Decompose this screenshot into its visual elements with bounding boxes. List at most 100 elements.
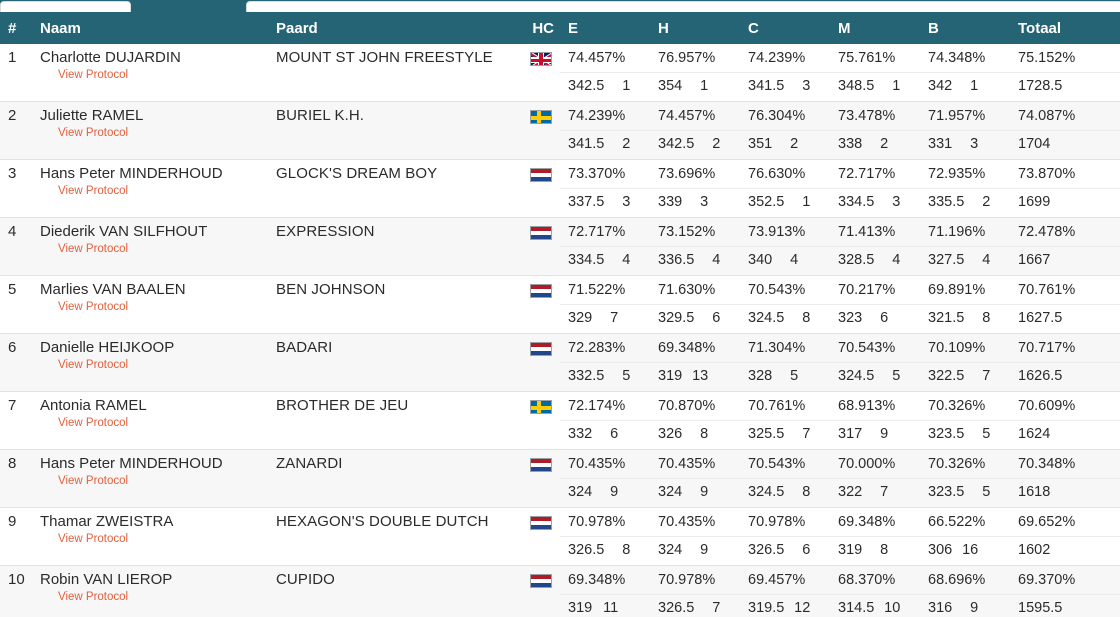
column-header-c[interactable]: C: [740, 12, 830, 44]
rider-cell: Juliette RAMEL View Protocol: [36, 102, 274, 159]
points-value-c: 340: [748, 252, 773, 268]
rider-cell: Thamar ZWEISTRA View Protocol: [36, 508, 274, 565]
points-b: 323.5 5: [920, 478, 1010, 507]
table-row-points: 324 9 324 9 324.5 8 322 7 323.5 5 1618: [0, 478, 1120, 507]
position-value-b: 2: [982, 194, 991, 210]
column-header-name[interactable]: Naam: [36, 12, 274, 44]
points-m: 324.5 5: [830, 362, 920, 391]
table-row[interactable]: 1 Charlotte DUJARDIN View Protocol MOUNT ST…: [0, 44, 1120, 101]
percent-total: 70.609%: [1010, 392, 1120, 421]
points-value-c: 351: [748, 136, 773, 152]
view-protocol-link[interactable]: View Protocol: [58, 127, 129, 139]
column-header-e[interactable]: E: [560, 12, 650, 44]
percent-h: 71.630%: [650, 276, 740, 305]
percent-m: 70.543%: [830, 334, 920, 363]
table-row[interactable]: 8 Hans Peter MINDERHOUD View Protocol ZANAR…: [0, 450, 1120, 507]
table-row-points: 332 6 326 8 325.5 7 317 9 323.5 5 1624: [0, 420, 1120, 449]
percent-c: 70.761%: [740, 392, 830, 421]
nation-flag-cell: [514, 44, 560, 101]
position-value-b: 7: [982, 368, 991, 384]
percent-b: 70.109%: [920, 334, 1010, 363]
view-protocol-link[interactable]: View Protocol: [58, 417, 129, 429]
position-value-e: 9: [610, 484, 619, 500]
tab-left[interactable]: [0, 1, 131, 12]
table-row[interactable]: 10 Robin VAN LIEROP View Protocol CUPIDO 69.…: [0, 566, 1120, 617]
column-header-total[interactable]: Totaal: [1010, 12, 1120, 44]
table-row[interactable]: 3 Hans Peter MINDERHOUD View Protocol GLOCK…: [0, 160, 1120, 217]
percent-e: 74.457%: [560, 44, 650, 73]
column-header-b[interactable]: B: [920, 12, 1010, 44]
view-protocol-link[interactable]: View Protocol: [58, 359, 129, 371]
position-value-b: 9: [970, 600, 979, 616]
percent-total: 74.087%: [1010, 102, 1120, 131]
view-protocol-link[interactable]: View Protocol: [58, 243, 129, 255]
table-row[interactable]: 5 Marlies VAN BAALEN View Protocol BEN JOHN…: [0, 276, 1120, 333]
percent-b: 74.348%: [920, 44, 1010, 73]
rank-cell: 8: [0, 450, 36, 507]
rider-cell: Hans Peter MINDERHOUD View Protocol: [36, 160, 274, 217]
column-header-hc[interactable]: HC: [514, 12, 560, 44]
position-value-b: 5: [982, 484, 991, 500]
tab-active[interactable]: [133, 1, 244, 12]
table-row[interactable]: 9 Thamar ZWEISTRA View Protocol HEXAGON'S D…: [0, 508, 1120, 565]
position-value-m: 2: [880, 136, 889, 152]
view-protocol-link[interactable]: View Protocol: [58, 69, 129, 81]
points-value-c: 341.5: [748, 78, 785, 94]
tab-right[interactable]: [246, 1, 1120, 12]
points-value-h: 326: [658, 426, 683, 442]
rank-cell: 3: [0, 160, 36, 217]
points-m: 319 8: [830, 536, 920, 565]
points-value-h: 326.5: [658, 600, 695, 616]
points-c: 351 2: [740, 130, 830, 159]
points-b: 331 3: [920, 130, 1010, 159]
table-row-points: 326.5 8 324 9 326.5 6 319 8 306 16 1602: [0, 536, 1120, 565]
percent-m: 70.217%: [830, 276, 920, 305]
points-b: 322.5 7: [920, 362, 1010, 391]
rider-cell: Diederik VAN SILFHOUT View Protocol: [36, 218, 274, 275]
points-total: 1624: [1010, 420, 1120, 449]
row-separator: [0, 333, 1120, 334]
table-row[interactable]: 7 Antonia RAMEL View Protocol BROTHER DE JE…: [0, 392, 1120, 449]
column-header-m[interactable]: M: [830, 12, 920, 44]
rider-cell: Charlotte DUJARDIN View Protocol: [36, 44, 274, 101]
position-value-m: 4: [892, 252, 901, 268]
position-value-e: 1: [622, 78, 631, 94]
column-header-horse[interactable]: Paard: [274, 12, 514, 44]
flag-icon-ned: [530, 342, 552, 357]
column-header-rank[interactable]: #: [0, 12, 36, 44]
row-separator: [0, 101, 1120, 102]
points-value-b: 335.5: [928, 194, 965, 210]
points-value-e: 332: [568, 426, 593, 442]
view-protocol-link[interactable]: View Protocol: [58, 185, 129, 197]
table-row[interactable]: 6 Danielle HEIJKOOP View Protocol BADARI 72.…: [0, 334, 1120, 391]
table-row[interactable]: 4 Diederik VAN SILFHOUT View Protocol EXPRE…: [0, 218, 1120, 275]
view-protocol-link[interactable]: View Protocol: [58, 301, 129, 313]
position-value-b: 8: [982, 310, 991, 326]
position-value-m: 5: [892, 368, 901, 384]
header-row: # Naam Paard HC E H C M B Totaal: [0, 12, 1120, 44]
points-total: 1602: [1010, 536, 1120, 565]
percent-e: 69.348%: [560, 566, 650, 595]
position-value-b: 1: [970, 78, 979, 94]
row-separator: [0, 159, 1120, 160]
points-h: 329.5 6: [650, 304, 740, 333]
points-value-e: 334.5: [568, 252, 605, 268]
column-header-h[interactable]: H: [650, 12, 740, 44]
points-value-m: 323: [838, 310, 863, 326]
view-protocol-link[interactable]: View Protocol: [58, 591, 129, 603]
rider-cell: Hans Peter MINDERHOUD View Protocol: [36, 450, 274, 507]
points-value-h: 319: [658, 368, 683, 384]
percent-e: 71.522%: [560, 276, 650, 305]
position-value-h: 4: [712, 252, 721, 268]
view-protocol-link[interactable]: View Protocol: [58, 475, 129, 487]
position-value-c: 6: [802, 542, 811, 558]
view-protocol-link[interactable]: View Protocol: [58, 533, 129, 545]
table-row[interactable]: 2 Juliette RAMEL View Protocol BURIEL K.H. 7…: [0, 102, 1120, 159]
percent-e: 74.239%: [560, 102, 650, 131]
points-b: 316 9: [920, 594, 1010, 617]
points-b: 321.5 8: [920, 304, 1010, 333]
table-row-points: 341.5 2 342.5 2 351 2 338 2 331 3 1704: [0, 130, 1120, 159]
position-value-h: 9: [700, 484, 709, 500]
flag-icon-ned: [530, 516, 552, 531]
nation-flag-cell: [514, 102, 560, 159]
